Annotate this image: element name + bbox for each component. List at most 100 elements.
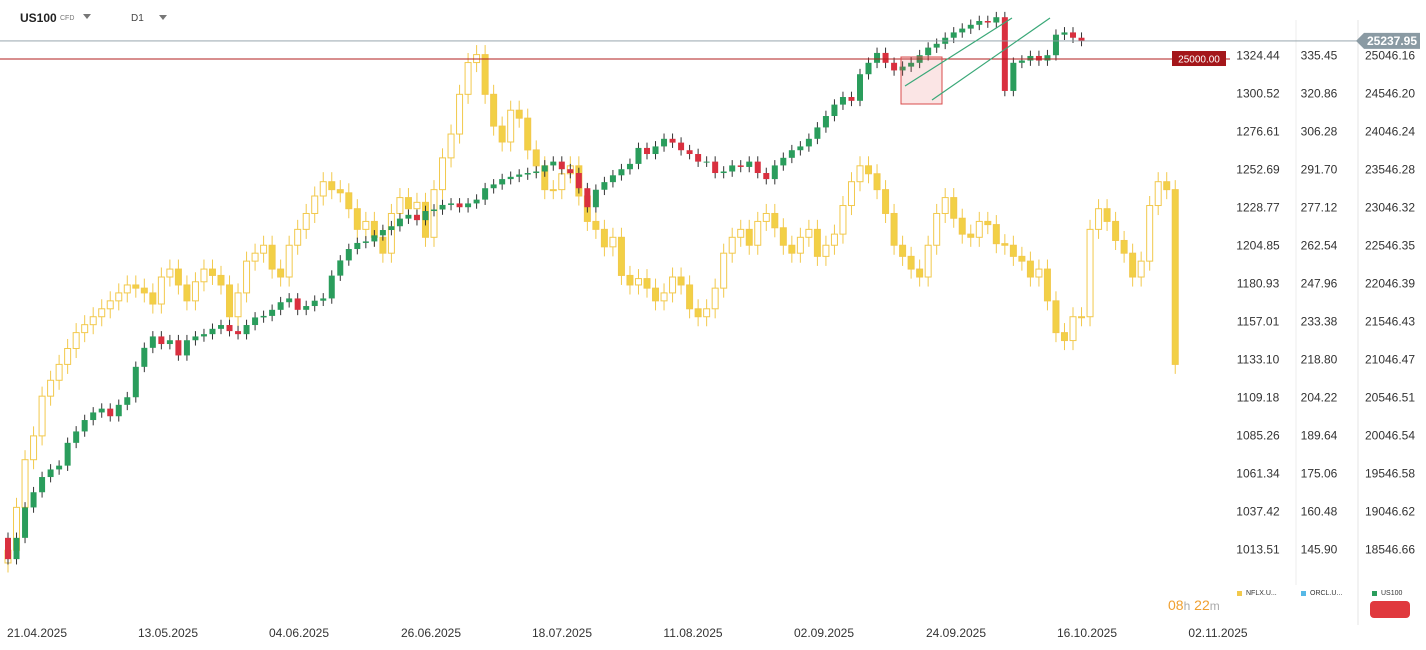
us100-candle <box>831 99 838 122</box>
us100-candle <box>584 182 591 213</box>
price-tick-label: 18546.66 <box>1365 543 1415 557</box>
legend-label: ORCL.U... <box>1310 590 1343 597</box>
price-tick-label: 1133.10 <box>1237 353 1280 367</box>
us100-candle <box>780 152 787 171</box>
us100-candle <box>473 194 480 209</box>
us100-candle <box>669 133 676 148</box>
us100-candle <box>260 310 267 323</box>
time-tick-label: 02.11.2025 <box>1188 626 1247 640</box>
legend-label: US100 <box>1381 590 1403 597</box>
us100-candle <box>47 464 54 483</box>
us100-candle <box>814 122 821 145</box>
timeframe-label[interactable]: D1 <box>131 13 144 24</box>
price-tick-label: 189.64 <box>1301 429 1338 443</box>
nflx-candle <box>1043 259 1051 311</box>
us100-candle <box>678 137 685 156</box>
channel-line-lower[interactable] <box>931 17 1051 101</box>
us100-candle <box>218 319 224 335</box>
nflx-candle <box>1069 307 1077 351</box>
nflx-candle <box>208 259 216 285</box>
us100-candle <box>243 319 250 340</box>
us100-candle <box>132 361 139 403</box>
legend-item-nflx[interactable]: NFLX.U... <box>1237 590 1277 597</box>
us100-candle <box>1027 50 1034 66</box>
price-tick-label: 22546.35 <box>1365 239 1415 253</box>
symbol-type-label: CFD <box>60 15 75 22</box>
nflx-candle <box>106 291 114 319</box>
price-tick-label: 21546.43 <box>1365 315 1415 329</box>
nflx-candle <box>984 211 992 235</box>
symbol-label[interactable]: US100 <box>20 11 57 25</box>
nflx-candle <box>1146 195 1154 271</box>
nflx-candle <box>941 188 949 224</box>
nflx-candle <box>64 338 72 374</box>
us100-candle <box>1052 29 1059 61</box>
price-tick-label: 24546.20 <box>1365 87 1415 101</box>
price-tick-label: 277.12 <box>1301 201 1338 215</box>
chevron-down-icon[interactable] <box>83 14 91 19</box>
us100-candle <box>516 169 523 183</box>
nflx-candle <box>805 219 813 247</box>
nflx-candle <box>950 188 958 228</box>
us100-candle <box>788 144 795 164</box>
nflx-candle <box>1052 291 1060 343</box>
nflx-candle <box>1078 307 1086 327</box>
price-tick-label: 21046.47 <box>1365 353 1415 367</box>
price-tick-label: 1013.51 <box>1236 543 1280 557</box>
us100-candle <box>98 403 105 418</box>
nflx-candle <box>677 267 685 295</box>
nflx-candle <box>745 219 753 255</box>
us100-candle <box>533 166 540 179</box>
nflx-candle <box>549 180 557 200</box>
time-tick-label: 16.10.2025 <box>1057 626 1117 640</box>
nflx-candle <box>481 45 489 104</box>
nflx-candle <box>975 211 983 247</box>
channel-line-upper[interactable] <box>904 17 1013 87</box>
price-tick-label: 1180.93 <box>1237 277 1280 291</box>
time-tick-label: 21.04.2025 <box>7 626 67 640</box>
nflx-candle <box>353 199 361 239</box>
us100-candle <box>575 167 582 194</box>
us100-candle <box>686 144 693 160</box>
us100-candle <box>1010 57 1017 97</box>
us100-candle <box>388 220 395 236</box>
chevron-down-icon[interactable] <box>159 15 167 20</box>
us100-candle <box>320 293 327 307</box>
us100-candle <box>695 148 702 167</box>
price-tick-label: 23046.32 <box>1365 201 1415 215</box>
us100-candle <box>874 47 881 69</box>
us100-candle <box>771 160 778 185</box>
nflx-candle <box>1026 251 1034 287</box>
us100-candle <box>558 156 565 175</box>
nflx-candle <box>813 219 821 266</box>
nflx-candle <box>626 265 634 295</box>
chart-toolbar: US100 CFD D1 <box>0 0 1230 36</box>
us100-candle <box>797 141 804 156</box>
nflx-candle <box>47 370 55 406</box>
nflx-candle <box>796 227 804 263</box>
us100-candle <box>158 331 165 350</box>
legend-item-orcl[interactable]: ORCL.U... <box>1301 590 1342 597</box>
nflx-candle <box>217 265 225 295</box>
nflx-candle <box>856 156 864 192</box>
time-axis: 21.04.2025 13.05.2025 04.06.2025 26.06.2025… <box>7 626 1248 640</box>
highlight-box[interactable] <box>900 56 943 105</box>
chart-overlays: 25000.00 25237.95 <box>0 17 1420 105</box>
nflx-candle <box>762 203 770 231</box>
nflx-candle <box>115 283 123 311</box>
sell-button[interactable] <box>1370 601 1410 618</box>
nflx-candle <box>873 164 881 200</box>
nflx-candle <box>711 278 719 319</box>
us100-candle <box>644 142 650 160</box>
time-tick-label: 13.05.2025 <box>138 626 198 640</box>
us100-candle <box>567 163 574 179</box>
nflx-candle <box>515 100 523 128</box>
price-tick-label: 160.48 <box>1301 505 1338 519</box>
nflx-candle <box>771 203 779 238</box>
nflx-candle <box>251 243 259 271</box>
nflx-candle <box>967 224 975 247</box>
legend-item-us100[interactable]: US100 <box>1372 590 1402 597</box>
nflx-candle <box>609 227 617 257</box>
us100-candle <box>311 295 318 312</box>
